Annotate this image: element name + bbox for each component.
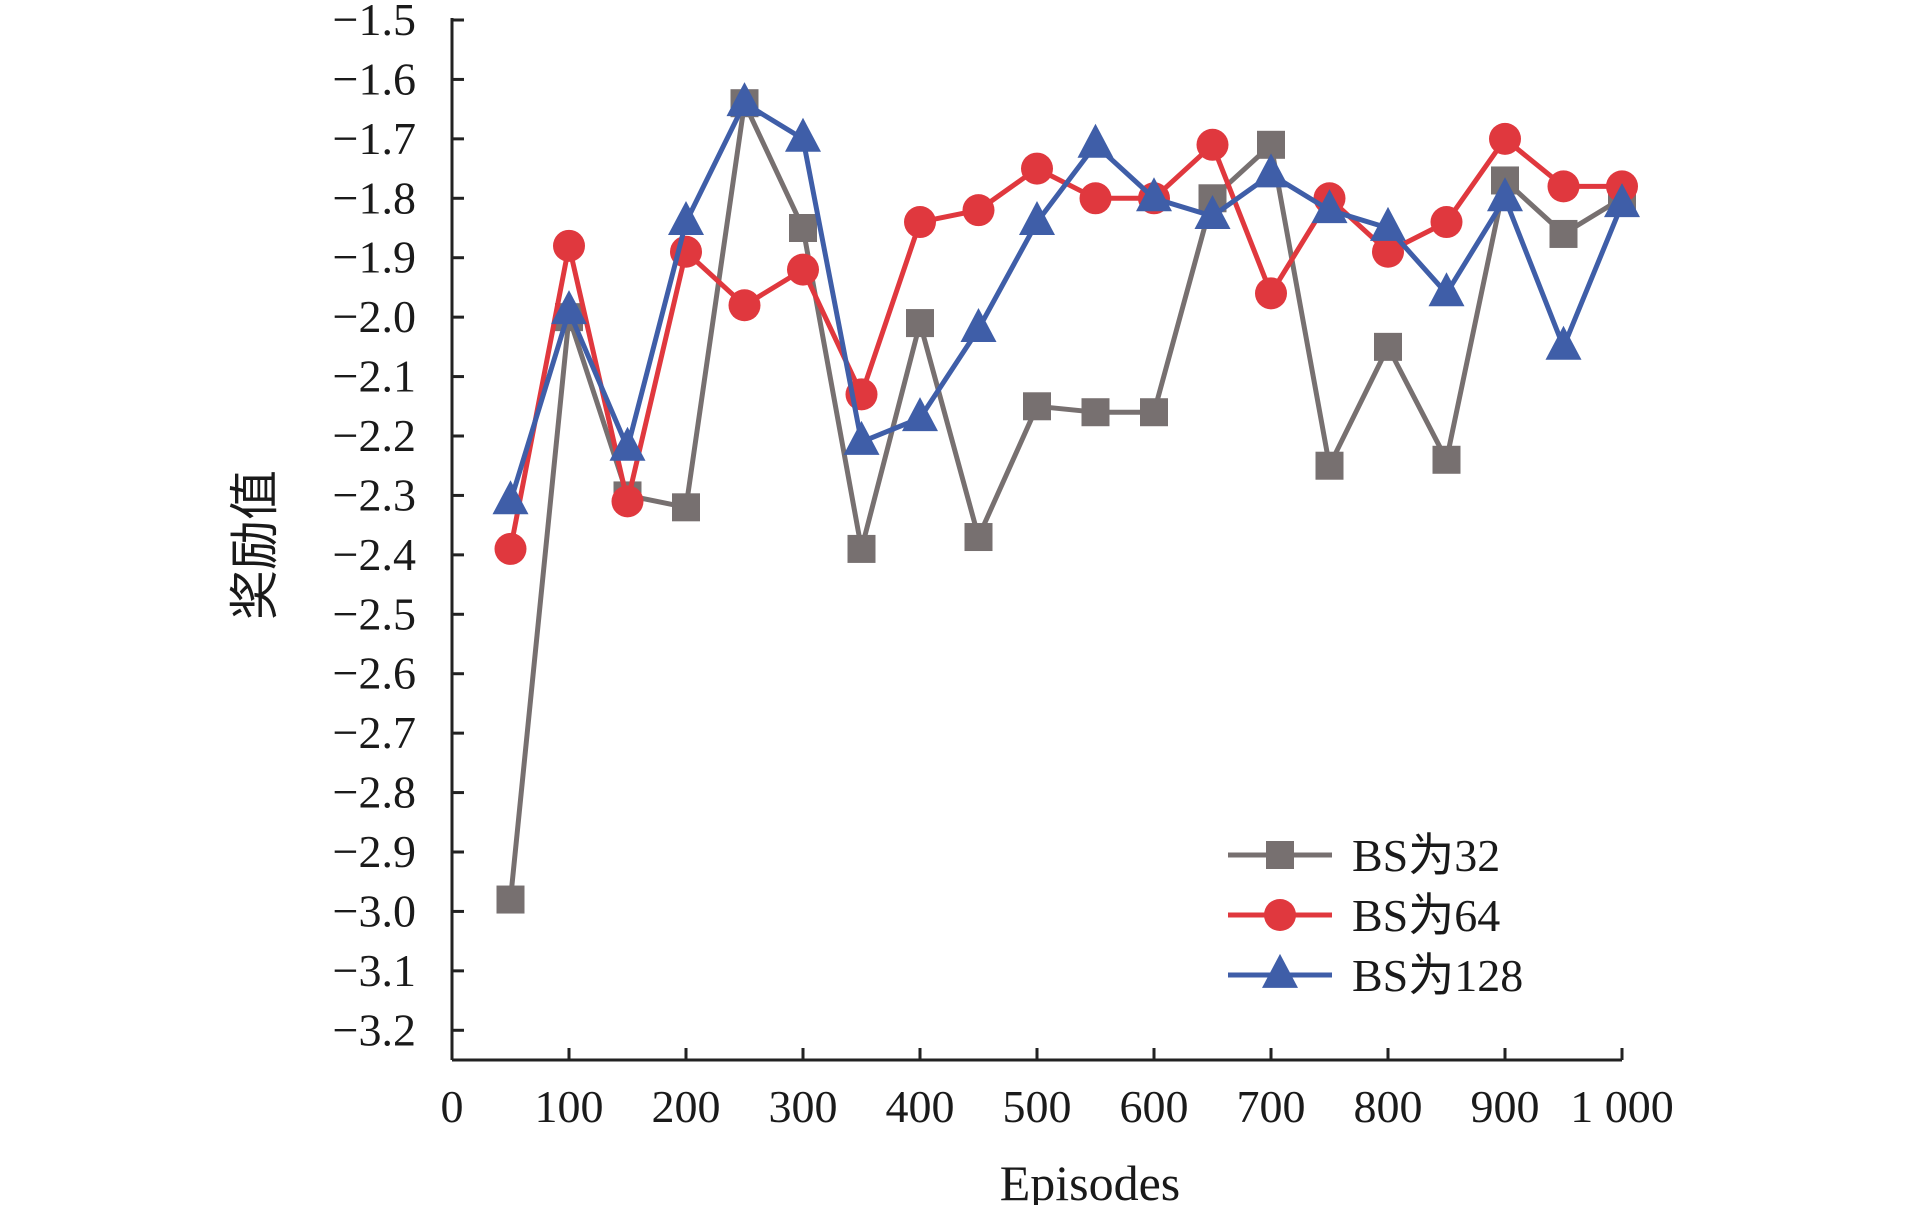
y-axis-title: 奖励值 (227, 470, 283, 620)
y-tick-label: −2.6 (333, 648, 416, 699)
legend-marker (1262, 953, 1298, 988)
y-tick-label: −1.6 (333, 53, 416, 104)
series-line (508, 100, 1625, 503)
data-point (902, 397, 938, 432)
series-layer (492, 82, 1640, 914)
data-point (1372, 235, 1404, 268)
data-point (843, 420, 880, 455)
x-tick-label: 500 (1003, 1081, 1072, 1132)
y-tick-label: −2.7 (333, 707, 416, 758)
data-point (496, 885, 525, 914)
data-point (1374, 332, 1402, 361)
legend-entry: BS为32 (1228, 830, 1500, 881)
x-tick-label: 600 (1120, 1081, 1189, 1132)
data-point (1023, 392, 1051, 421)
data-point (960, 307, 997, 342)
legend-entry: BS为128 (1228, 950, 1523, 1001)
data-point (964, 523, 993, 552)
legend: BS为32 BS为64 BS为128 (1228, 830, 1523, 1001)
data-point (789, 214, 817, 242)
data-point (1196, 128, 1229, 161)
axes: −1.5 −1.6 −1.7 −1.8 −1.9 −2.0 −2.1 −2.2 −2.3 −2.4… (333, 0, 1674, 1132)
legend-marker (1266, 841, 1294, 869)
x-axis-title: Episodes (1000, 1155, 1181, 1205)
legend-entry: BS为64 (1228, 890, 1500, 941)
y-tick-label: −1.8 (333, 172, 416, 223)
data-point (551, 290, 587, 325)
legend-marker (1264, 899, 1296, 931)
y-tick-label: −1.9 (333, 232, 416, 283)
series-line (508, 100, 1624, 900)
data-point (1194, 195, 1231, 230)
data-point (728, 289, 761, 322)
y-tick-label: −2.9 (333, 826, 416, 877)
data-point (1370, 206, 1406, 241)
legend-label: BS为128 (1352, 950, 1523, 1001)
series-1 (496, 89, 1636, 914)
data-point (1487, 177, 1523, 212)
data-point (492, 480, 529, 515)
data-point (1077, 123, 1114, 158)
data-point (1255, 277, 1287, 310)
data-point (611, 485, 644, 518)
data-point (847, 534, 876, 563)
data-point (1021, 152, 1053, 185)
data-point (553, 229, 585, 262)
data-point (1253, 153, 1289, 188)
data-point (1430, 206, 1463, 239)
data-point (1079, 182, 1112, 215)
data-point (1081, 398, 1110, 427)
data-point (962, 194, 995, 227)
y-tick-label: −2.4 (333, 529, 416, 580)
y-tick-label: −2.3 (333, 469, 416, 520)
data-point (787, 253, 819, 286)
legend-label: BS为64 (1352, 890, 1500, 941)
y-tick-label: −2.2 (333, 410, 416, 461)
y-tick-label: −1.5 (333, 0, 416, 45)
x-tick-label: 400 (886, 1081, 955, 1132)
x-tick-label: 700 (1237, 1081, 1306, 1132)
data-point (1549, 219, 1578, 248)
series-2 (494, 122, 1638, 565)
x-tick-label: 1 000 (1570, 1081, 1674, 1132)
data-point (1432, 445, 1461, 474)
data-point (1547, 170, 1580, 203)
y-tick-label: −1.7 (333, 113, 416, 164)
data-point (726, 82, 763, 117)
data-point (904, 206, 936, 239)
x-tick-label: 0 (441, 1081, 464, 1132)
data-point (494, 532, 527, 565)
data-point (672, 493, 700, 522)
data-point (906, 309, 934, 338)
data-point (1545, 325, 1582, 360)
y-tick-label: −2.0 (333, 291, 416, 342)
x-tick-label: 200 (652, 1081, 721, 1132)
legend-label: BS为32 (1352, 830, 1500, 881)
y-tick-label: −3.0 (333, 885, 416, 936)
y-tick-label: −2.8 (333, 767, 416, 818)
data-point (1311, 189, 1348, 224)
data-point (1140, 398, 1168, 427)
data-point (609, 426, 646, 461)
y-tick-label: −3.1 (333, 945, 416, 996)
series-line (508, 136, 1622, 550)
data-point (1019, 200, 1055, 235)
x-tick-label: 900 (1471, 1081, 1540, 1132)
x-tick-label: 800 (1354, 1081, 1423, 1132)
y-tick-label: −2.5 (333, 588, 416, 639)
data-point (1489, 122, 1521, 155)
y-tick-label: −3.2 (333, 1004, 416, 1055)
series-3 (492, 82, 1640, 515)
x-tick-label: 300 (769, 1081, 838, 1132)
x-tick-label: 100 (535, 1081, 604, 1132)
data-point (1315, 451, 1344, 480)
data-point (1136, 177, 1172, 212)
data-point (1428, 272, 1465, 307)
data-point (785, 117, 821, 152)
y-tick-label: −2.1 (333, 351, 416, 402)
data-point (668, 200, 704, 235)
data-point (1604, 183, 1640, 218)
